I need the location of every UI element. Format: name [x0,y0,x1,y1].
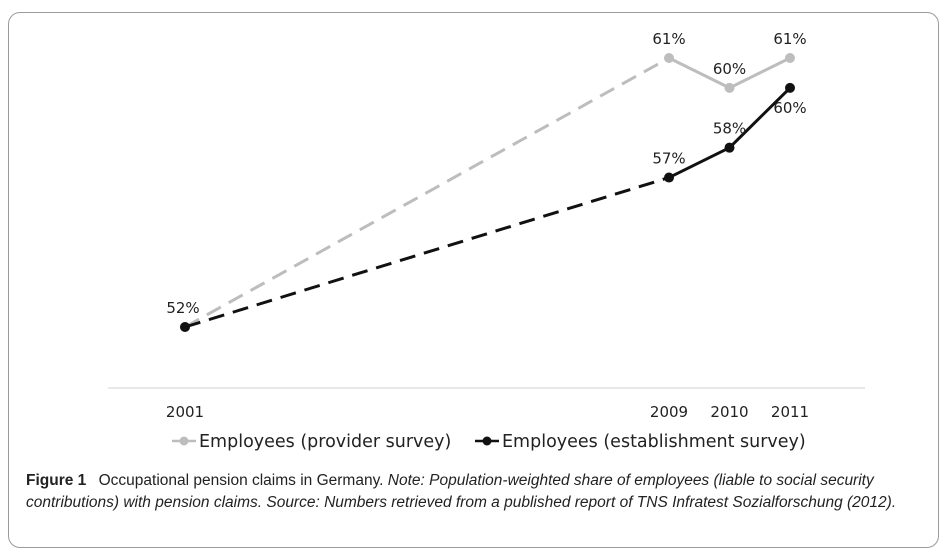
series-2-segment [184,176,670,329]
x-tick-label: 2001 [166,403,204,421]
series-1-point [664,53,674,63]
x-tick-layer: 2001 2009 2010 2011 [166,403,809,421]
caption-title: Occupational pension claims in Germany. [98,472,384,489]
data-label: 61% [652,30,685,48]
data-label-layer: 52% 61% 60% 61% 57% 58% 60% [166,30,806,317]
series-1-segment [184,56,670,329]
data-label: 60% [713,60,746,78]
data-label: 60% [773,99,806,117]
series-2-point [724,142,735,153]
series-2-segment [668,146,731,179]
series-1-segment [728,56,791,90]
data-label: 58% [713,120,746,138]
legend-swatch-marker [179,436,189,446]
legend-label: Employees (establishment survey) [502,432,806,452]
legend: Employees (provider survey) Employees (es… [172,432,806,452]
data-label: 61% [773,30,806,48]
series-1-segment [668,56,731,90]
series-2-segment [728,86,792,149]
legend-label: Employees (provider survey) [199,432,451,452]
series-1-point [724,82,735,93]
data-label: 52% [166,299,199,317]
series-layer [180,53,795,332]
series-2-point [664,172,674,183]
legend-swatch-marker [482,436,492,446]
line-chart: 52% 61% 60% 61% 57% 58% 60% 2001 2009 2010 2011 E… [108,30,865,452]
series-1-point [785,53,795,63]
caption-note: Note: Population-weighted share of emplo… [26,472,897,511]
series-2-point [180,322,190,332]
data-label: 57% [652,150,685,168]
x-tick-label: 2011 [771,403,809,421]
series-2-point [785,82,795,93]
figure-caption: Figure 1 Occupational pension claims in … [26,470,926,514]
figure-frame [8,12,939,548]
caption-label: Figure 1 [26,472,87,489]
x-tick-label: 2009 [650,403,688,421]
x-tick-label: 2010 [710,403,748,421]
